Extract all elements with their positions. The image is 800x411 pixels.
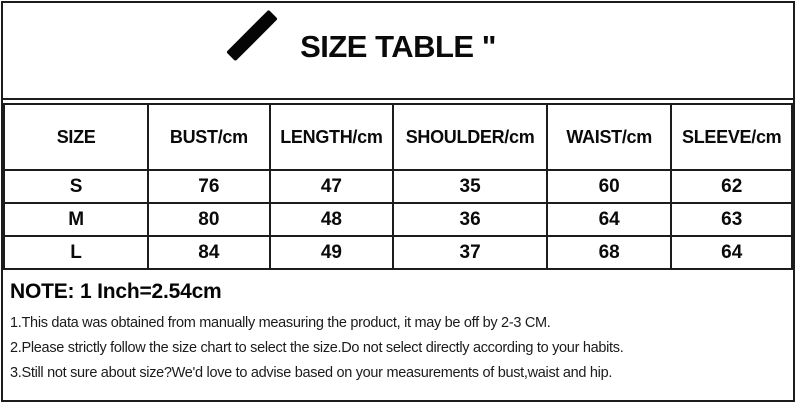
table-header-row: SIZE BUST/cm LENGTH/cm SHOULDER/cm WAIST… xyxy=(3,103,793,171)
value-cell: 84 xyxy=(147,235,271,270)
column-header-waist: WAIST/cm xyxy=(545,103,673,171)
notes-section: NOTE: 1 Inch=2.54cm 1.This data was obta… xyxy=(3,270,793,386)
title-bar: SIZE TABLE " xyxy=(3,3,793,100)
value-cell: 62 xyxy=(670,169,793,204)
value-cell: 64 xyxy=(670,235,793,270)
value-cell: 47 xyxy=(268,169,395,204)
column-header-bust: BUST/cm xyxy=(147,103,271,171)
value-cell: 37 xyxy=(392,235,548,270)
value-cell: 48 xyxy=(268,202,395,237)
size-cell: M xyxy=(3,202,150,237)
column-header-shoulder: SHOULDER/cm xyxy=(392,103,548,171)
table-row-s: S 76 47 35 60 62 xyxy=(3,169,793,204)
table-row-m: M 80 48 36 64 63 xyxy=(3,202,793,237)
column-header-size: SIZE xyxy=(3,103,150,171)
table-row-l: L 84 49 37 68 64 xyxy=(3,235,793,270)
note-item-2: 2.Please strictly follow the size chart … xyxy=(10,340,624,356)
note-heading: NOTE: 1 Inch=2.54cm xyxy=(10,280,222,303)
column-header-sleeve: SLEEVE/cm xyxy=(670,103,793,171)
value-cell: 35 xyxy=(392,169,548,204)
value-cell: 64 xyxy=(545,202,673,237)
value-cell: 76 xyxy=(147,169,271,204)
size-chart-panel: SIZE TABLE " SIZE BUST/cm LENGTH/cm SHOU… xyxy=(1,1,795,402)
size-cell: S xyxy=(3,169,150,204)
note-item-3: 3.Still not sure about size?We'd love to… xyxy=(10,365,613,381)
value-cell: 68 xyxy=(545,235,673,270)
value-cell: 63 xyxy=(670,202,793,237)
size-cell: L xyxy=(3,235,150,270)
column-header-length: LENGTH/cm xyxy=(268,103,395,171)
note-item-1: 1.This data was obtained from manually m… xyxy=(10,315,551,331)
value-cell: 36 xyxy=(392,202,548,237)
value-cell: 60 xyxy=(545,169,673,204)
size-table: SIZE BUST/cm LENGTH/cm SHOULDER/cm WAIST… xyxy=(3,103,793,270)
value-cell: 49 xyxy=(268,235,395,270)
value-cell: 80 xyxy=(147,202,271,237)
page-title: SIZE TABLE " xyxy=(300,29,496,64)
